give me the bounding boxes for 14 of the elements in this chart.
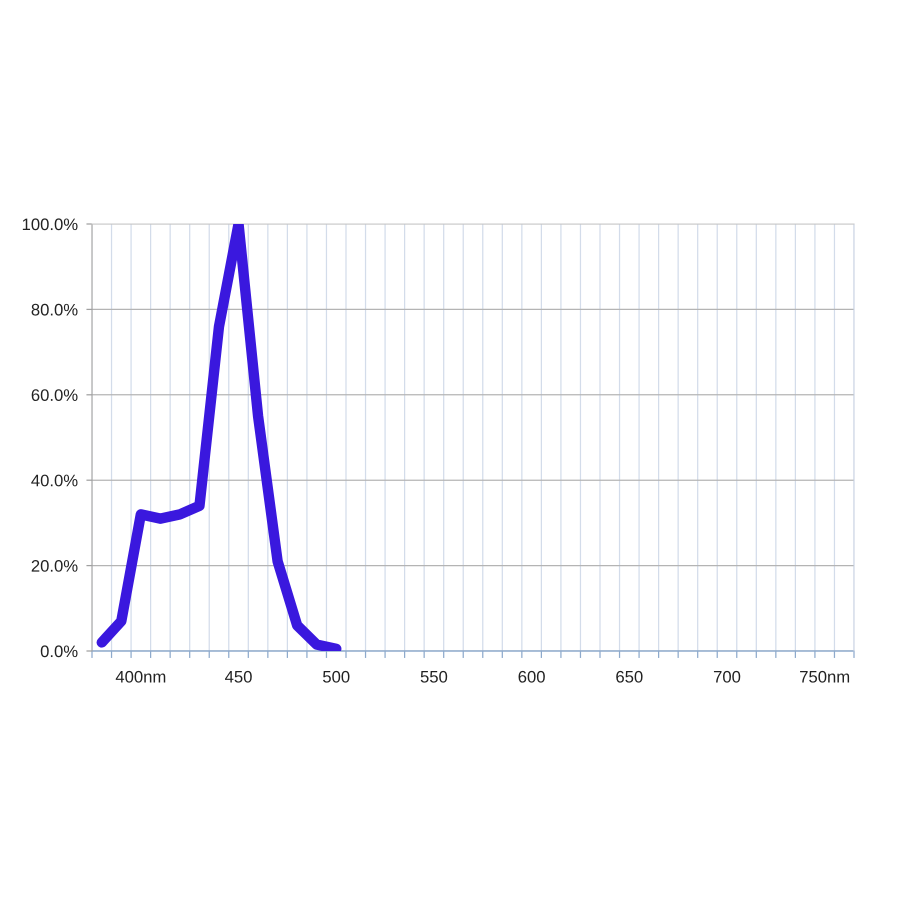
- x-tick-label: 650: [616, 670, 643, 683]
- x-tick-label: 550: [420, 670, 448, 683]
- y-tick-label: 40.0%: [31, 474, 78, 486]
- y-tick-label: 80.0%: [32, 304, 78, 316]
- x-tick-label: 500: [322, 670, 350, 683]
- x-tick-label: 700: [714, 670, 740, 683]
- x-tick-label: 600: [518, 670, 545, 683]
- y-tick-label: 100.0%: [22, 218, 78, 230]
- x-tick-label: 750nm: [800, 670, 850, 683]
- y-tick-label: 20.0%: [32, 560, 78, 572]
- x-tick-label: 450: [225, 670, 252, 683]
- y-tick-label: 60.0%: [32, 389, 78, 402]
- x-tick-label: 400nm: [116, 670, 166, 683]
- y-tick-label: 0.0%: [40, 645, 78, 658]
